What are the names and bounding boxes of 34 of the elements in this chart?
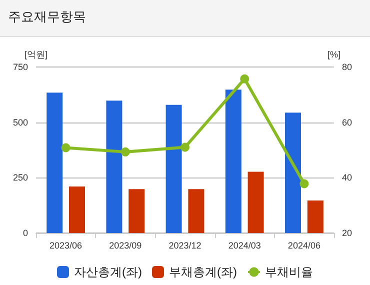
point bbox=[120, 147, 130, 156]
x-tick-label: 2023/09 bbox=[109, 240, 142, 250]
point bbox=[300, 179, 309, 188]
bar bbox=[248, 172, 264, 233]
bar bbox=[225, 90, 242, 233]
y-tick-label: 0 bbox=[22, 228, 28, 238]
bar bbox=[46, 92, 63, 233]
y2-tick-label: 80 bbox=[342, 62, 352, 72]
legend-label: 부채비율 bbox=[264, 265, 313, 279]
bar bbox=[166, 104, 182, 233]
y-axis-title: [억원] bbox=[24, 50, 48, 60]
y-tick-label: 500 bbox=[12, 117, 28, 128]
bar bbox=[285, 112, 301, 233]
y2-tick-label: 60 bbox=[342, 117, 352, 128]
y2-axis-title: [%] bbox=[327, 50, 341, 60]
x-tick-label: 2024/03 bbox=[228, 240, 261, 250]
x-tick-label: 2023/06 bbox=[50, 240, 82, 250]
bar bbox=[307, 200, 324, 233]
point bbox=[240, 74, 250, 84]
chart-title: 주요재무항목 bbox=[0, 0, 370, 37]
legend-label: 부채총계(좌) bbox=[169, 265, 237, 279]
y-tick-label: 750 bbox=[12, 62, 28, 72]
y2-tick-label: 40 bbox=[342, 172, 352, 183]
bar bbox=[69, 186, 85, 233]
x-tick-label: 2024/06 bbox=[288, 240, 320, 250]
x-tick-label: 2023/12 bbox=[168, 240, 202, 250]
bar bbox=[188, 189, 204, 233]
bar bbox=[106, 100, 122, 233]
point bbox=[61, 143, 70, 152]
legend-label: 자산총계(좌) bbox=[74, 265, 142, 279]
point bbox=[180, 142, 190, 152]
y-tick-label: 250 bbox=[12, 172, 28, 183]
bar bbox=[128, 189, 145, 233]
y2-tick-label: 20 bbox=[342, 228, 352, 238]
